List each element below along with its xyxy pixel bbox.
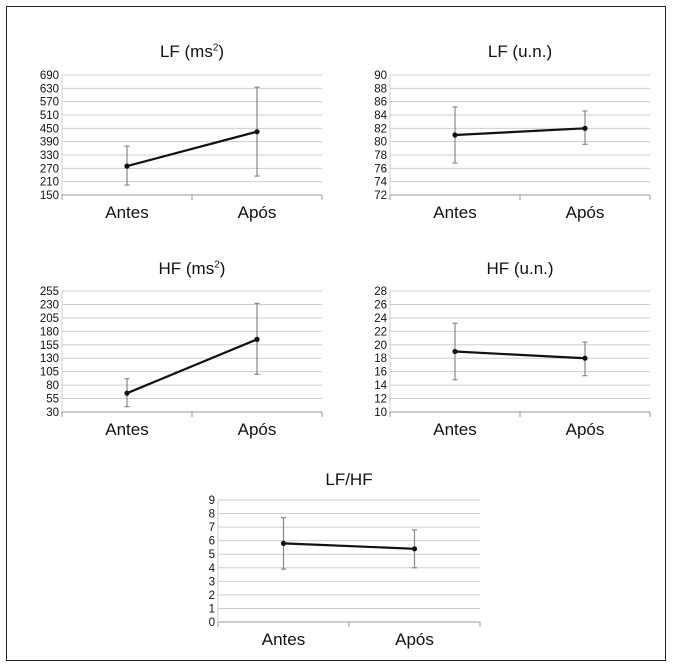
data-point: [124, 163, 130, 169]
y-tick-label: 86: [374, 97, 387, 109]
x-category-label: Após: [238, 420, 277, 439]
y-tick-label: 8: [209, 509, 215, 521]
y-tick-label: 3: [209, 576, 215, 588]
y-tick-label: 18: [374, 353, 387, 365]
data-point: [254, 336, 260, 342]
y-tick-label: 82: [374, 123, 387, 135]
y-tick-label: 30: [46, 407, 59, 419]
y-tick-label: 390: [40, 137, 59, 149]
data-point: [124, 390, 130, 396]
chart-title-suffix: ): [218, 42, 225, 61]
chart-title: LF/HF: [218, 470, 480, 490]
data-point: [452, 132, 458, 138]
y-tick-label: 2: [209, 590, 215, 602]
x-category-label: Antes: [433, 203, 476, 222]
data-point: [411, 546, 418, 552]
y-tick-label: 55: [46, 394, 59, 406]
chart-title-text: LF (ms: [159, 42, 213, 61]
chart-title-text: HF (u.n.): [486, 259, 554, 278]
chart-title-superscript: 2: [214, 259, 220, 271]
y-tick-label: 6: [209, 536, 215, 548]
y-tick-label: 78: [374, 150, 387, 162]
y-tick-label: 570: [40, 97, 59, 109]
y-tick-label: 24: [374, 313, 387, 325]
y-tick-label: 690: [40, 70, 59, 82]
y-tick-label: 510: [40, 110, 59, 122]
chart-title: HF (u.n.): [390, 259, 650, 279]
x-category-label: Após: [395, 630, 434, 649]
y-tick-label: 72: [374, 190, 387, 202]
chart-lf-hf-ratio: LF/HF 0 1 2 3 4 5 6 7 8 9 Antes Após: [190, 462, 490, 662]
y-tick-label: 270: [40, 163, 59, 175]
y-tick-label: 130: [40, 353, 59, 365]
y-tick-label: 88: [374, 83, 387, 95]
y-tick-label: 0: [209, 617, 215, 629]
y-tick-label: 450: [40, 123, 59, 135]
y-tick-label: 74: [374, 177, 387, 189]
y-tick-label: 28: [374, 286, 387, 298]
chart-lf-un: LF (u.n.) 72 74 76 78 80 82 84 86 88 90 Antes Após: [350, 28, 665, 228]
y-tick-label: 7: [209, 522, 215, 534]
y-tick-label: 80: [46, 380, 59, 392]
y-tick-label: 205: [40, 313, 59, 325]
series-line: [283, 542, 415, 550]
y-tick-label: 210: [40, 177, 59, 189]
chart-title-text: HF (ms: [158, 259, 215, 278]
y-tick-label: 84: [374, 110, 387, 122]
chart-svg: 0 12 34 56 78 9 Antes Após: [209, 495, 481, 649]
series-line: [454, 127, 586, 137]
chart-title-text: LF (u.n.): [487, 42, 553, 61]
x-category-label: Antes: [433, 420, 476, 439]
x-category-label: Após: [238, 203, 277, 222]
x-category-label: Após: [566, 203, 605, 222]
chart-title: HF (ms2): [62, 259, 322, 279]
y-tick-label: 14: [374, 380, 387, 392]
y-tick-label: 255: [40, 286, 59, 298]
chart-hf-ms2: HF (ms2) 30 55 80 105 130 155 180 205 230 255 Ante…: [22, 245, 337, 445]
data-point: [452, 348, 458, 355]
y-tick-label: 22: [374, 326, 387, 338]
y-tick-label: 330: [40, 150, 59, 162]
x-category-label: Após: [566, 420, 605, 439]
y-tick-label: 20: [374, 340, 387, 352]
y-tick-label: 12: [374, 394, 387, 406]
chart-title: LF (u.n.): [390, 42, 650, 62]
data-point: [582, 125, 588, 131]
y-tick-label: 150: [40, 190, 59, 202]
data-point: [254, 129, 260, 135]
chart-title: LF (ms2): [62, 42, 322, 62]
x-category-label: Antes: [262, 630, 305, 649]
chart-hf-un: HF (u.n.) 10 12 14 16 18 20 22 24 26 28 Antes Após: [350, 245, 665, 445]
data-point: [582, 355, 588, 361]
series-line: [126, 130, 258, 168]
y-tick-label: 90: [374, 70, 387, 82]
chart-title-superscript: 2: [212, 42, 219, 54]
y-tick-label: 26: [374, 299, 387, 311]
y-tick-label: 180: [40, 326, 59, 338]
chart-title-suffix: ): [219, 259, 226, 278]
chart-title-text: LF/HF: [325, 470, 373, 489]
y-tick-label: 9: [209, 495, 215, 507]
chart-lf-ms2: LF (ms2) 150 210 270 330 390 450 510 570 630 690 A…: [22, 28, 337, 228]
y-tick-label: 105: [40, 367, 59, 379]
y-tick-label: 16: [374, 367, 387, 379]
y-tick-label: 4: [209, 563, 216, 575]
y-tick-label: 630: [40, 83, 59, 95]
x-category-label: Antes: [105, 203, 148, 222]
series-line: [454, 350, 586, 360]
y-tick-label: 76: [374, 163, 387, 175]
y-tick-label: 80: [374, 137, 387, 149]
series-line: [126, 338, 258, 395]
y-tick-label: 1: [209, 603, 215, 615]
data-point: [280, 540, 287, 546]
y-tick-label: 155: [40, 340, 59, 352]
y-tick-label: 5: [209, 549, 215, 561]
x-category-label: Antes: [105, 420, 148, 439]
y-tick-label: 230: [40, 299, 59, 311]
y-tick-label: 10: [374, 407, 387, 419]
